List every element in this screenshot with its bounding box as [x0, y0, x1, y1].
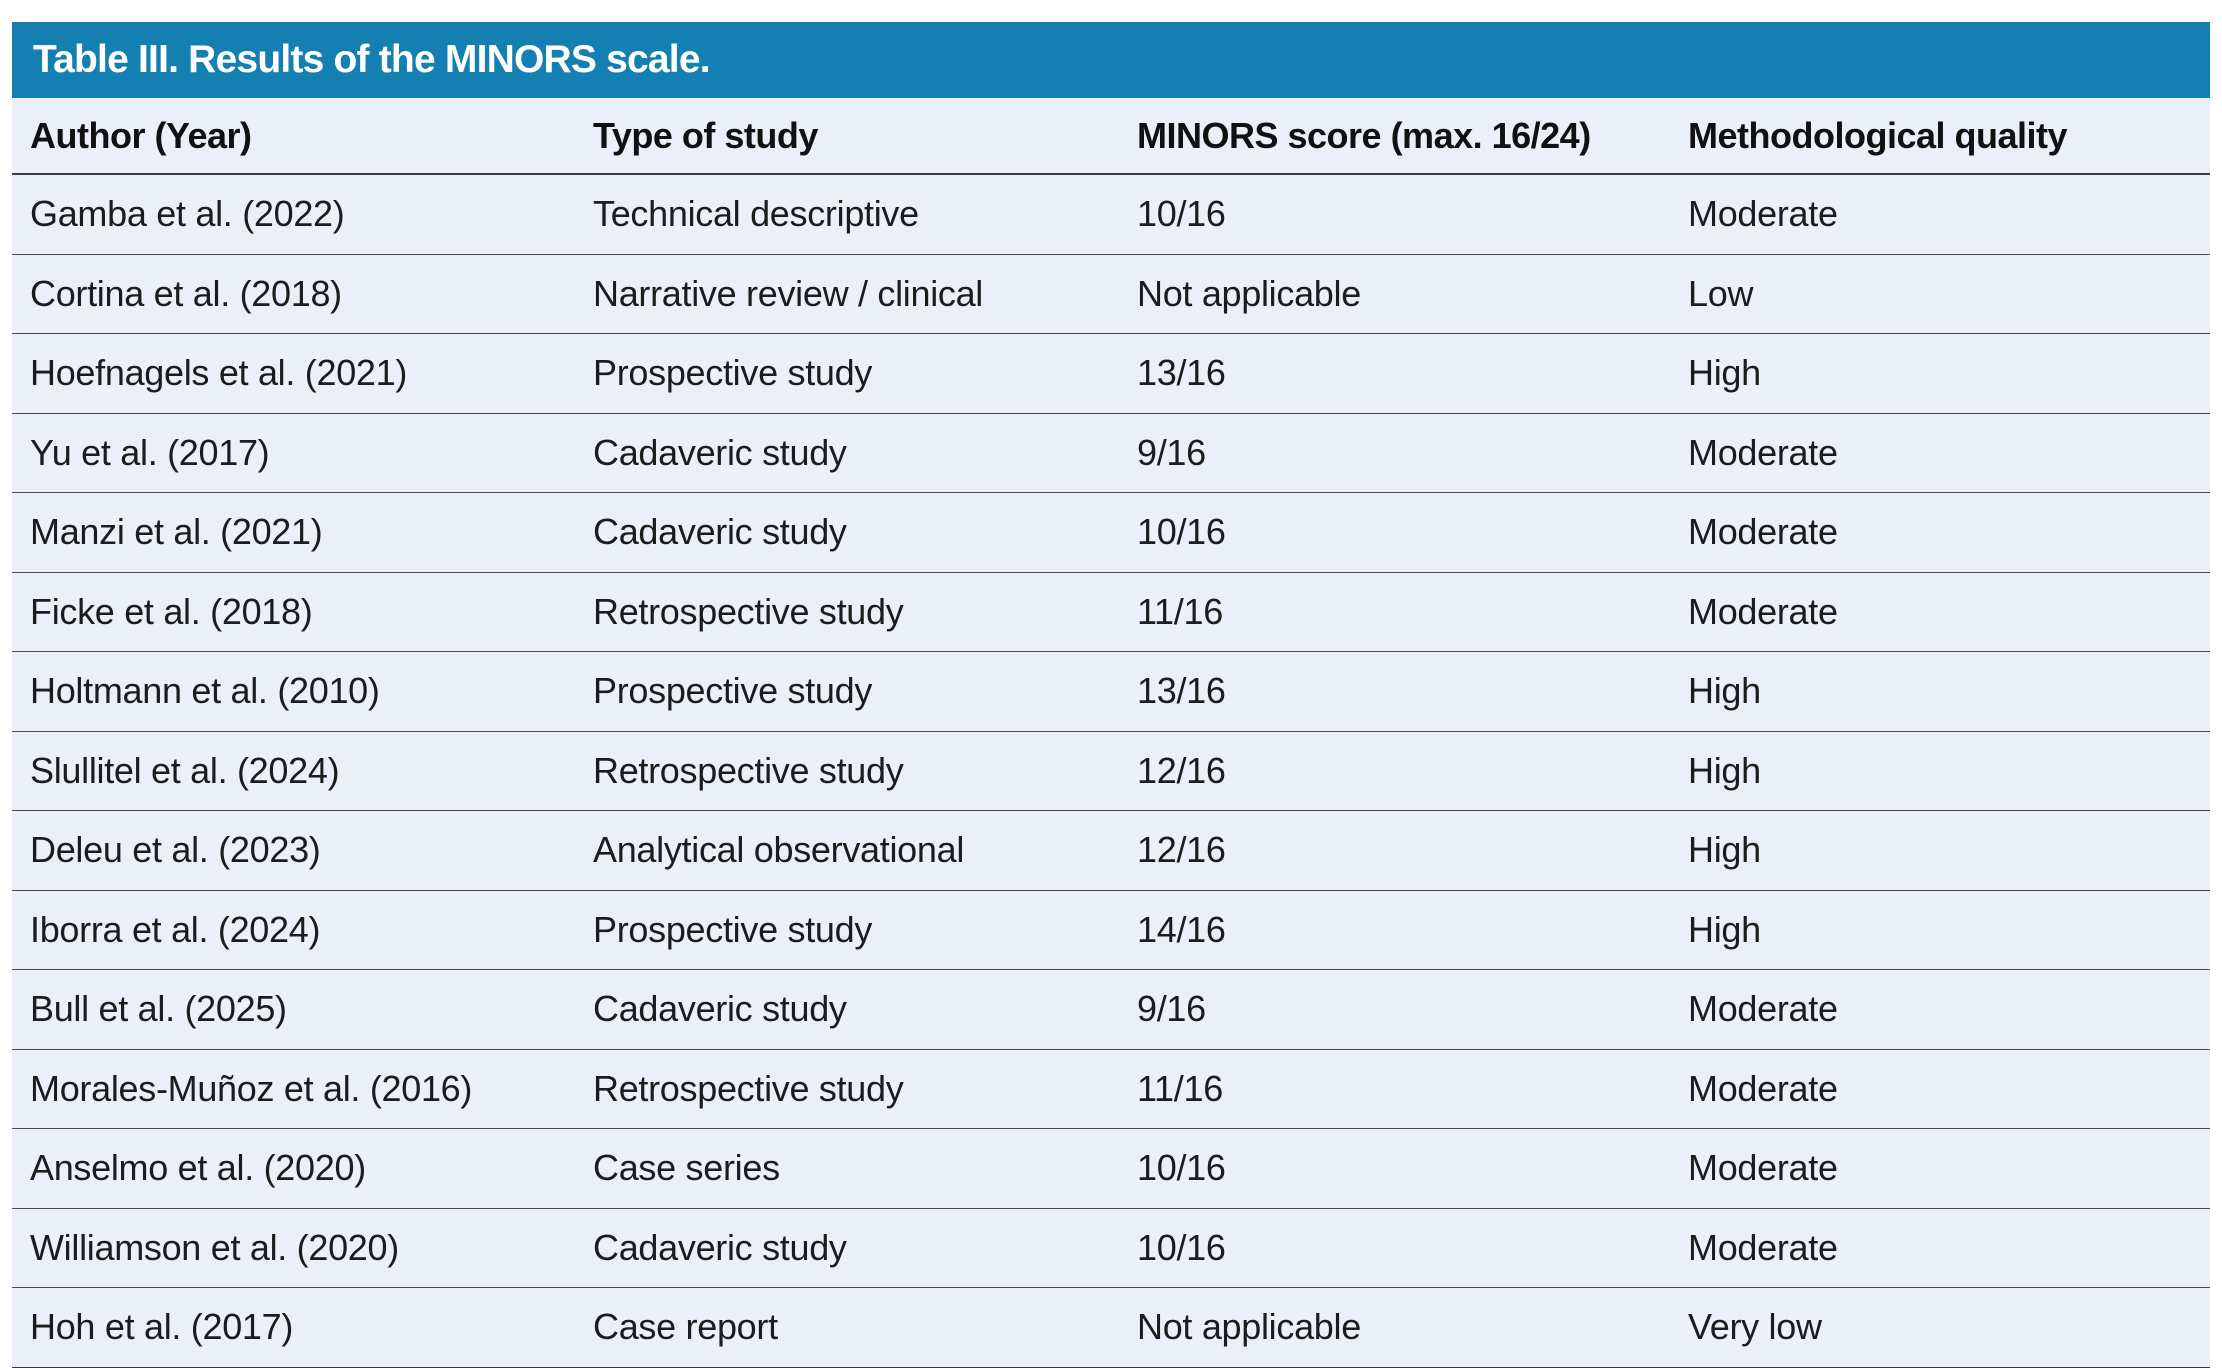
cell-author: Hoefnagels et al. (2021) [12, 333, 575, 414]
cell-score: 10/16 [1119, 1208, 1670, 1288]
table-row: Slullitel et al. (2024) Retrospective st… [12, 731, 2210, 811]
table-row: Williamson et al. (2020) Cadaveric study… [12, 1208, 2210, 1288]
table-row: Anselmo et al. (2020) Case series 10/16 … [12, 1128, 2210, 1209]
cell-author: Manzi et al. (2021) [12, 492, 575, 573]
cell-author: Morales-Muñoz et al. (2016) [12, 1049, 575, 1129]
table-row: Holtmann et al. (2010) Prospective study… [12, 651, 2210, 732]
table-row: Yu et al. (2017) Cadaveric study 9/16 Mo… [12, 413, 2210, 493]
cell-quality: Moderate [1670, 492, 2210, 573]
column-header-score: MINORS score (max. 16/24) [1119, 98, 1670, 175]
cell-type: Retrospective study [575, 1049, 1119, 1129]
cell-quality: High [1670, 890, 2210, 970]
table-row: Bull et al. (2025) Cadaveric study 9/16 … [12, 969, 2210, 1050]
cell-type: Narrative review / clinical [575, 254, 1119, 334]
cell-type: Case report [575, 1287, 1119, 1368]
cell-type: Cadaveric study [575, 1208, 1119, 1288]
cell-type: Cadaveric study [575, 492, 1119, 573]
cell-type: Retrospective study [575, 731, 1119, 811]
cell-quality: Moderate [1670, 413, 2210, 493]
cell-score: 11/16 [1119, 572, 1670, 652]
cell-quality: Low [1670, 254, 2210, 334]
cell-quality: High [1670, 810, 2210, 891]
results-table: Author (Year) Type of study MINORS score… [12, 98, 2210, 1368]
cell-type: Cadaveric study [575, 413, 1119, 493]
table-row: Ficke et al. (2018) Retrospective study … [12, 572, 2210, 652]
column-header-type: Type of study [575, 98, 1119, 175]
table-header: Author (Year) Type of study MINORS score… [12, 98, 2210, 175]
cell-quality: Moderate [1670, 969, 2210, 1050]
cell-author: Cortina et al. (2018) [12, 254, 575, 334]
cell-author: Williamson et al. (2020) [12, 1208, 575, 1288]
table-row: Hoh et al. (2017) Case report Not applic… [12, 1287, 2210, 1368]
cell-author: Yu et al. (2017) [12, 413, 575, 493]
cell-score: 14/16 [1119, 890, 1670, 970]
table-row: Morales-Muñoz et al. (2016) Retrospectiv… [12, 1049, 2210, 1129]
table-row: Cortina et al. (2018) Narrative review /… [12, 254, 2210, 334]
cell-author: Gamba et al. (2022) [12, 174, 575, 255]
cell-score: 13/16 [1119, 333, 1670, 414]
cell-type: Cadaveric study [575, 969, 1119, 1050]
cell-author: Slullitel et al. (2024) [12, 731, 575, 811]
cell-type: Prospective study [575, 333, 1119, 414]
cell-author: Hoh et al. (2017) [12, 1287, 575, 1368]
minors-table: Table III. Results of the MINORS scale. … [12, 22, 2210, 1368]
cell-score: 10/16 [1119, 492, 1670, 573]
cell-quality: Very low [1670, 1287, 2210, 1368]
cell-quality: High [1670, 333, 2210, 414]
table-row: Hoefnagels et al. (2021) Prospective stu… [12, 333, 2210, 414]
cell-quality: Moderate [1670, 1128, 2210, 1209]
table-row: Iborra et al. (2024) Prospective study 1… [12, 890, 2210, 970]
column-header-author: Author (Year) [12, 98, 575, 175]
table-body: Gamba et al. (2022) Technical descriptiv… [12, 174, 2210, 1368]
cell-score: 11/16 [1119, 1049, 1670, 1129]
cell-type: Prospective study [575, 890, 1119, 970]
cell-score: 9/16 [1119, 413, 1670, 493]
cell-score: Not applicable [1119, 1287, 1670, 1368]
cell-type: Technical descriptive [575, 174, 1119, 255]
cell-score: 12/16 [1119, 810, 1670, 891]
cell-author: Deleu et al. (2023) [12, 810, 575, 891]
cell-score: Not applicable [1119, 254, 1670, 334]
cell-score: 13/16 [1119, 651, 1670, 732]
cell-score: 10/16 [1119, 174, 1670, 255]
cell-quality: Moderate [1670, 572, 2210, 652]
table-title: Table III. Results of the MINORS scale. [33, 38, 711, 81]
cell-quality: High [1670, 651, 2210, 732]
cell-score: 10/16 [1119, 1128, 1670, 1209]
cell-author: Anselmo et al. (2020) [12, 1128, 575, 1209]
cell-score: 12/16 [1119, 731, 1670, 811]
cell-quality: Moderate [1670, 1049, 2210, 1129]
cell-author: Holtmann et al. (2010) [12, 651, 575, 732]
table-row: Gamba et al. (2022) Technical descriptiv… [12, 174, 2210, 255]
cell-author: Bull et al. (2025) [12, 969, 575, 1050]
table-row: Deleu et al. (2023) Analytical observati… [12, 810, 2210, 891]
table-row: Manzi et al. (2021) Cadaveric study 10/1… [12, 492, 2210, 573]
cell-author: Iborra et al. (2024) [12, 890, 575, 970]
cell-author: Ficke et al. (2018) [12, 572, 575, 652]
cell-quality: Moderate [1670, 174, 2210, 255]
cell-quality: Moderate [1670, 1208, 2210, 1288]
cell-score: 9/16 [1119, 969, 1670, 1050]
cell-type: Analytical observational [575, 810, 1119, 891]
cell-type: Case series [575, 1128, 1119, 1209]
cell-quality: High [1670, 731, 2210, 811]
cell-type: Prospective study [575, 651, 1119, 732]
column-header-quality: Methodological quality [1670, 98, 2210, 175]
header-row: Author (Year) Type of study MINORS score… [12, 98, 2210, 175]
cell-type: Retrospective study [575, 572, 1119, 652]
table-title-bar: Table III. Results of the MINORS scale. [12, 22, 2210, 98]
